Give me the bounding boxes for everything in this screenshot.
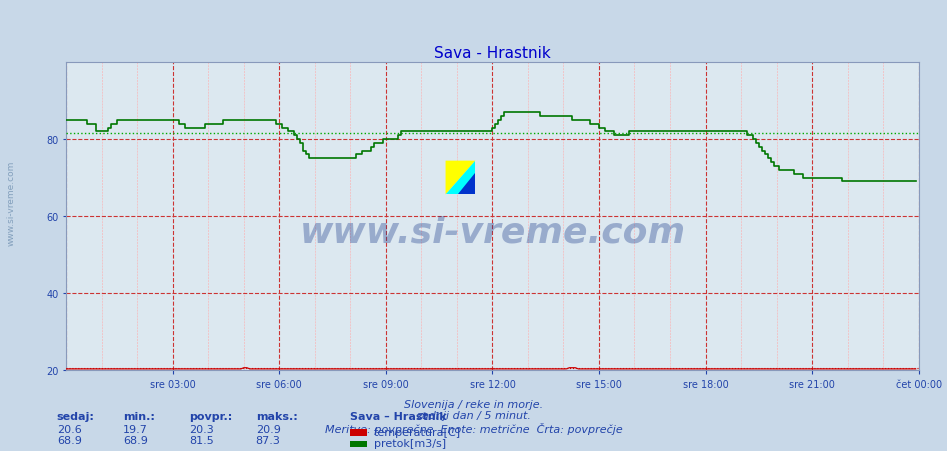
Text: www.si-vreme.com: www.si-vreme.com [299,215,686,249]
Text: povpr.:: povpr.: [189,411,233,421]
Text: 68.9: 68.9 [57,435,81,445]
Text: zadnji dan / 5 minut.: zadnji dan / 5 minut. [416,410,531,420]
Text: sedaj:: sedaj: [57,411,95,421]
Text: 87.3: 87.3 [256,435,280,445]
Polygon shape [445,161,475,195]
Text: 68.9: 68.9 [123,435,148,445]
Polygon shape [458,174,475,195]
Text: maks.:: maks.: [256,411,297,421]
Polygon shape [445,161,475,195]
Text: pretok[m3/s]: pretok[m3/s] [374,438,446,448]
Text: temperatura[C]: temperatura[C] [374,427,461,437]
Text: www.si-vreme.com: www.si-vreme.com [7,161,16,245]
Text: Sava – Hrastnik: Sava – Hrastnik [350,411,447,421]
Text: 20.9: 20.9 [256,424,280,434]
Text: 20.6: 20.6 [57,424,81,434]
Text: Meritve: povprečne  Enote: metrične  Črta: povprečje: Meritve: povprečne Enote: metrične Črta:… [325,422,622,434]
Text: Slovenija / reke in morje.: Slovenija / reke in morje. [404,399,543,409]
Text: 81.5: 81.5 [189,435,214,445]
Title: Sava - Hrastnik: Sava - Hrastnik [434,46,551,60]
Text: 19.7: 19.7 [123,424,148,434]
Text: 20.3: 20.3 [189,424,214,434]
Text: min.:: min.: [123,411,155,421]
